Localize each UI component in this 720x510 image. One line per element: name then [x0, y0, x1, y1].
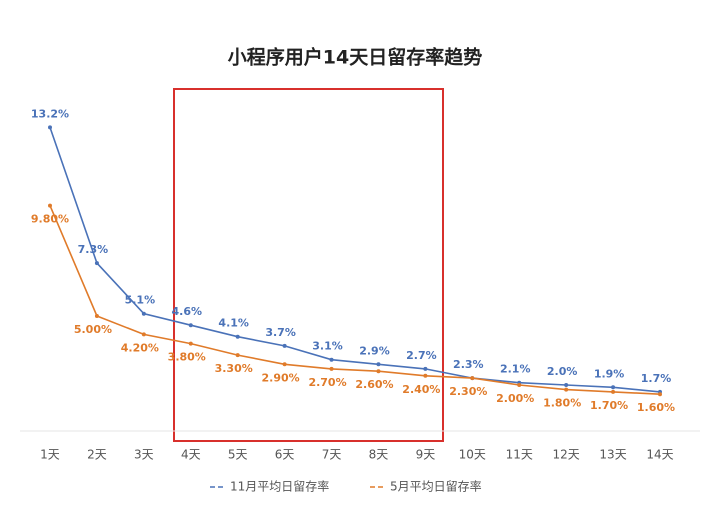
x-tick-label: 9天 [416, 448, 436, 462]
x-tick-label: 2天 [87, 448, 107, 462]
x-tick-label: 6天 [275, 448, 295, 462]
data-label: 2.70% [308, 376, 346, 389]
point [141, 311, 146, 316]
data-label: 1.80% [543, 397, 581, 410]
data-label: 4.1% [218, 317, 249, 330]
x-tick-label: 10天 [459, 448, 486, 462]
x-tick-label: 3天 [134, 448, 154, 462]
data-label: 1.70% [590, 399, 628, 412]
data-label: 2.7% [406, 349, 437, 362]
data-label: 3.7% [265, 326, 296, 339]
chart-title: 小程序用户14天日留存率趋势 [228, 46, 482, 69]
point [282, 343, 287, 348]
data-label: 1.7% [641, 372, 672, 385]
x-tick-label: 11天 [506, 448, 533, 462]
point [423, 373, 428, 378]
data-label: 2.0% [547, 365, 578, 378]
x-tick-label: 1天 [40, 448, 60, 462]
data-label: 2.9% [359, 344, 390, 357]
data-label: 1.9% [594, 367, 625, 380]
data-label: 5.1% [125, 294, 156, 307]
data-label: 2.00% [496, 392, 534, 405]
data-label: 2.1% [500, 363, 531, 376]
x-tick-label: 8天 [369, 448, 389, 462]
x-tick-label: 7天 [322, 448, 342, 462]
data-label: 5.00% [74, 323, 112, 336]
point [423, 366, 428, 371]
point [564, 387, 569, 392]
point [188, 323, 193, 328]
line [49, 205, 661, 395]
point [376, 362, 381, 367]
point [235, 353, 240, 358]
data-label: 2.90% [262, 371, 300, 384]
x-tick-label: 4天 [181, 448, 201, 462]
point [235, 334, 240, 339]
point [94, 314, 99, 318]
point [470, 376, 475, 381]
point [611, 389, 616, 394]
data-label: 13.2% [31, 107, 69, 120]
point [517, 383, 522, 387]
point [141, 332, 146, 337]
point [658, 392, 662, 397]
point [564, 383, 569, 387]
point [611, 385, 616, 390]
data-label: 2.30% [449, 385, 487, 398]
data-label: 3.80% [168, 351, 206, 364]
legend-label: 5月平均日留存率 [390, 479, 482, 494]
data-label: 1.60% [637, 401, 675, 414]
data-label: 2.40% [402, 383, 440, 396]
point [329, 357, 334, 362]
data-label: 3.1% [312, 340, 343, 353]
point [48, 203, 52, 208]
data-label: 4.20% [121, 341, 159, 354]
data-label: 4.6% [172, 305, 203, 318]
data-label: 2.3% [453, 358, 484, 371]
legend-label: 11月平均日留存率 [230, 479, 329, 494]
data-label: 9.80% [31, 213, 69, 226]
x-tick-label: 5天 [228, 448, 248, 462]
point [94, 261, 99, 266]
point [376, 369, 381, 374]
point [329, 366, 334, 371]
highlight-box [173, 88, 444, 442]
data-label: 2.60% [355, 378, 393, 391]
line [49, 127, 661, 393]
data-label: 7.3% [78, 243, 109, 256]
point [48, 125, 52, 130]
x-tick-label: 13天 [599, 448, 626, 462]
point [282, 362, 287, 367]
data-label: 3.30% [215, 362, 253, 375]
x-tick-label: 12天 [553, 448, 580, 462]
point [188, 341, 193, 346]
x-tick-label: 14天 [646, 448, 673, 462]
